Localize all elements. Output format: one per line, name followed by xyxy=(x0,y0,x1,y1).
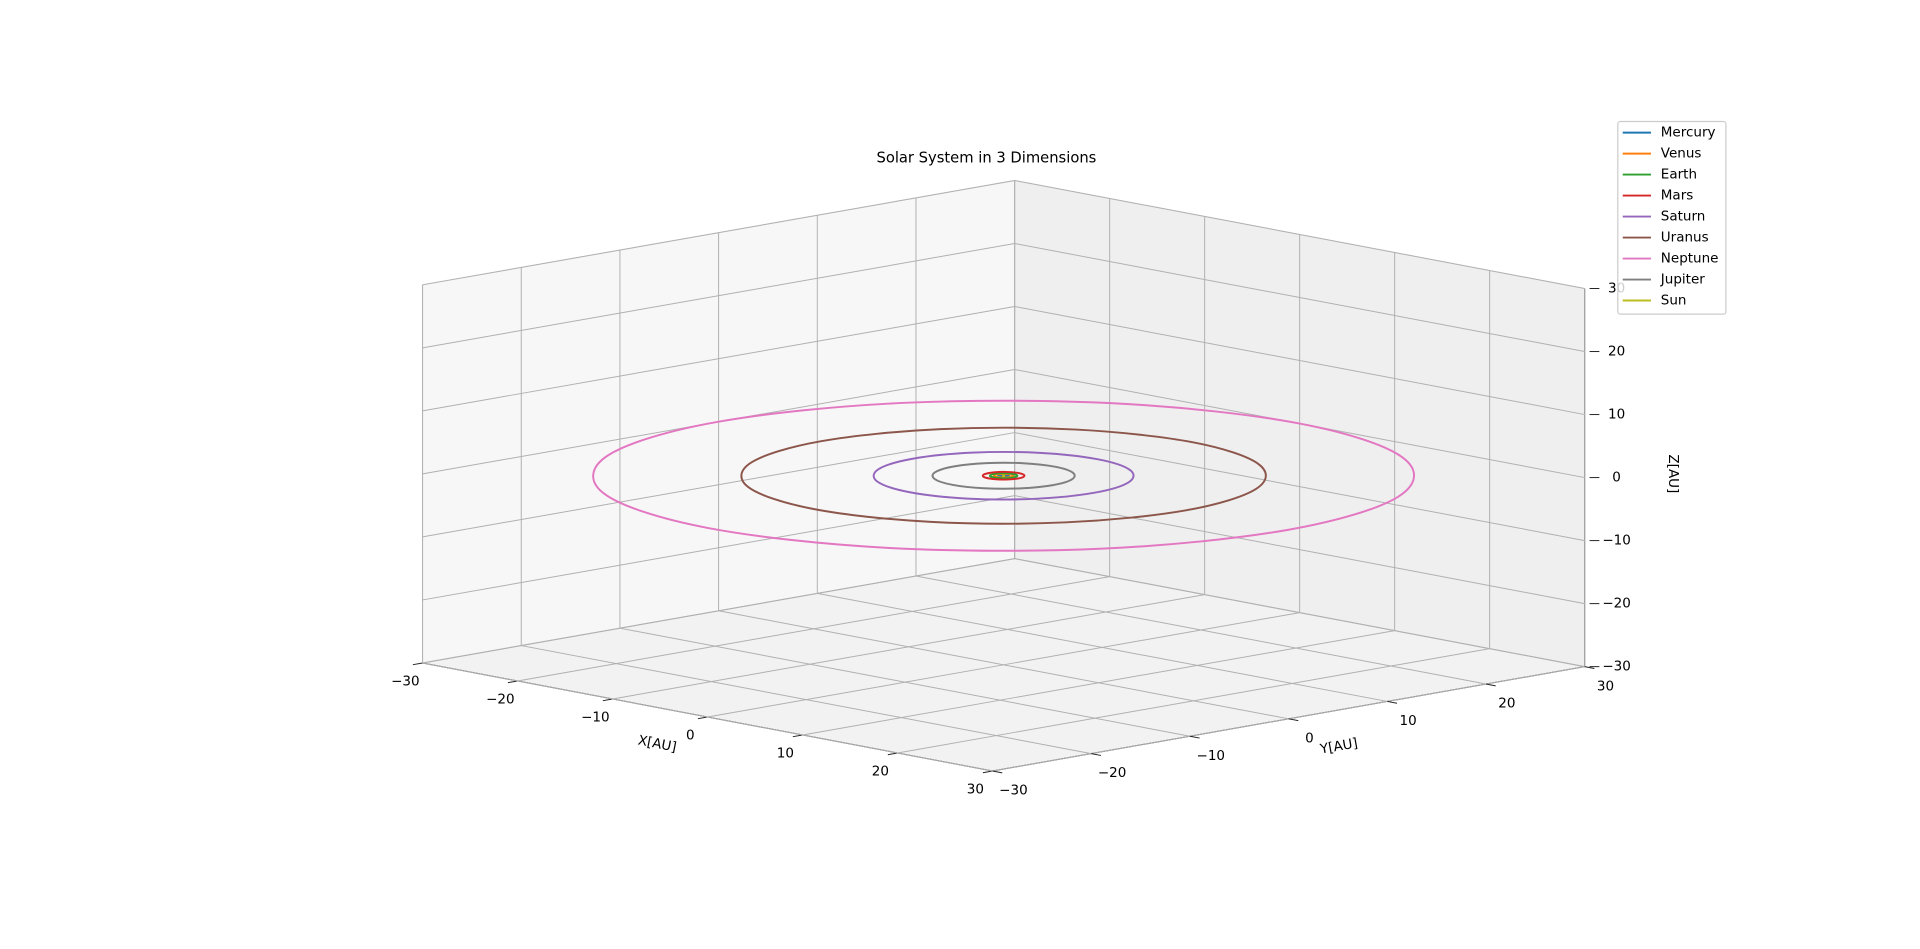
y-tick xyxy=(1584,666,1595,669)
z-tick-label: 10 xyxy=(1608,407,1625,423)
legend-label: Venus xyxy=(1661,146,1702,162)
orbit xyxy=(931,461,1076,490)
orbit xyxy=(740,426,1267,525)
legend-label: Mercury xyxy=(1661,125,1716,141)
x-tick-label: 20 xyxy=(872,763,889,779)
grid-line xyxy=(1014,558,1585,668)
y-tick-label: −30 xyxy=(999,783,1028,799)
x-tick-label: −20 xyxy=(486,691,515,707)
grid-line xyxy=(1014,179,1585,289)
x-tick-label: 0 xyxy=(686,727,695,743)
legend-label: Jupiter xyxy=(1660,272,1705,288)
grid-line xyxy=(1014,243,1585,353)
z-tick-label: −20 xyxy=(1602,596,1631,612)
y-tick-label: −20 xyxy=(1098,765,1127,781)
y-tick-label: −10 xyxy=(1197,748,1226,764)
y-tick xyxy=(1091,753,1102,756)
grid-line xyxy=(422,432,1015,538)
grid-line xyxy=(1014,432,1585,542)
x-tick xyxy=(602,698,613,702)
orbit xyxy=(988,472,1019,480)
y-tick xyxy=(1485,683,1496,687)
y-axis-label: Y[AU] xyxy=(1318,735,1359,758)
x-tick xyxy=(887,752,898,756)
legend-label: Uranus xyxy=(1661,230,1709,246)
legend-label: Neptune xyxy=(1661,251,1719,267)
z-tick-label: −30 xyxy=(1602,659,1631,675)
x-tick xyxy=(982,770,993,774)
grid-line xyxy=(1014,306,1585,416)
grid-line xyxy=(718,610,1289,720)
y-tick xyxy=(992,770,1003,774)
grid-line xyxy=(422,558,1015,664)
legend-label: Sun xyxy=(1661,293,1687,309)
grid-line xyxy=(422,306,1015,412)
y-tick-label: 30 xyxy=(1597,678,1614,694)
legend-label: Saturn xyxy=(1661,209,1706,225)
y-tick xyxy=(1288,718,1299,722)
x-axis-label: X[AU] xyxy=(637,732,678,755)
grid-line xyxy=(422,179,1015,286)
legend-label: Earth xyxy=(1661,167,1697,183)
z-tick-label: 20 xyxy=(1608,344,1625,360)
x-tick xyxy=(507,680,518,684)
y-tick xyxy=(1387,700,1398,704)
orbit xyxy=(872,451,1135,501)
z-tick-label: −10 xyxy=(1602,533,1631,549)
chart-title: Solar System in 3 Dimensions xyxy=(876,149,1096,166)
z-tick-label: 0 xyxy=(1612,470,1621,486)
legend-box xyxy=(1617,120,1727,315)
x-tick xyxy=(697,716,708,720)
y-tick-label: 10 xyxy=(1400,713,1417,729)
x-tick xyxy=(412,662,423,666)
x-tick-label: −30 xyxy=(391,673,420,689)
y-tick-label: 0 xyxy=(1305,730,1314,746)
grid-line xyxy=(422,495,1015,601)
grid-line xyxy=(915,575,1487,685)
orbit xyxy=(592,399,1415,552)
z-axis-label: Z[AU] xyxy=(1665,454,1681,493)
legend-label: Mars xyxy=(1661,188,1694,204)
x-tick-label: 10 xyxy=(777,745,794,761)
y-tick xyxy=(1189,735,1200,739)
grid-line xyxy=(422,243,1015,349)
y-tick-label: 20 xyxy=(1498,696,1515,712)
grid-line xyxy=(619,627,1191,737)
grid-line xyxy=(422,662,993,772)
x-tick-label: 30 xyxy=(967,781,984,797)
x-tick xyxy=(792,734,803,738)
grid-line xyxy=(1014,495,1585,605)
grid-line xyxy=(817,592,1388,702)
grid-line xyxy=(521,645,1092,755)
orbit-point xyxy=(1002,474,1006,478)
plot: Solar System in 3 Dimensions −30 −20 −10 0 1… xyxy=(391,120,1727,799)
x-tick-label: −10 xyxy=(581,709,610,725)
orbit xyxy=(981,470,1026,481)
